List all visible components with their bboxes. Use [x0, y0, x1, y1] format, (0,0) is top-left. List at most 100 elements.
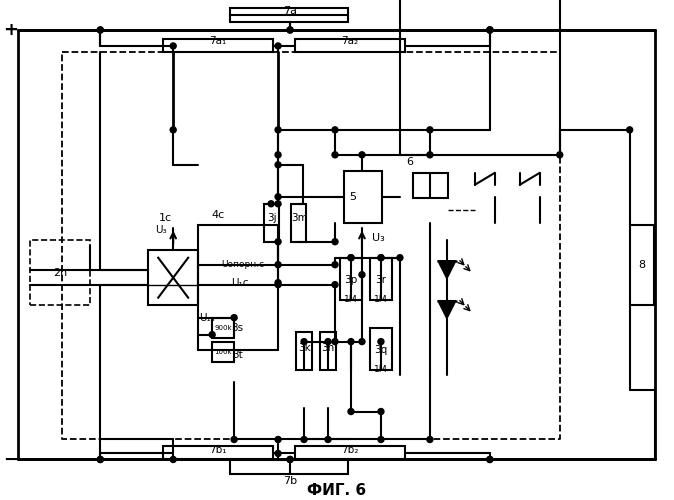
Circle shape — [332, 127, 338, 133]
Text: 1M: 1M — [374, 365, 388, 374]
Circle shape — [97, 27, 103, 33]
Text: 2h: 2h — [53, 268, 67, 278]
Circle shape — [332, 282, 338, 288]
Circle shape — [275, 450, 281, 456]
Text: 3k: 3k — [298, 342, 311, 352]
Polygon shape — [438, 300, 456, 318]
Circle shape — [359, 338, 365, 344]
Circle shape — [487, 27, 493, 33]
Circle shape — [378, 254, 384, 260]
Text: 4c: 4c — [212, 210, 224, 220]
Bar — [212, 318, 234, 338]
Circle shape — [332, 338, 338, 344]
Text: 3t: 3t — [232, 350, 243, 360]
Circle shape — [275, 194, 281, 200]
Text: 1c: 1c — [158, 213, 172, 223]
Circle shape — [301, 338, 307, 344]
Circle shape — [287, 27, 293, 33]
Bar — [296, 332, 312, 370]
Circle shape — [97, 27, 103, 33]
Circle shape — [268, 201, 274, 207]
Bar — [295, 39, 405, 52]
Circle shape — [378, 436, 384, 442]
Text: −: − — [3, 450, 18, 468]
Text: 7a₂: 7a₂ — [342, 36, 359, 46]
Text: 3n: 3n — [321, 342, 334, 352]
Text: 7b₁: 7b₁ — [210, 446, 227, 456]
Bar — [212, 342, 234, 361]
Text: 900k: 900k — [214, 324, 232, 330]
Circle shape — [557, 152, 563, 158]
Circle shape — [171, 43, 176, 49]
Circle shape — [359, 272, 365, 278]
Bar — [630, 224, 654, 304]
Circle shape — [427, 152, 433, 158]
Circle shape — [275, 436, 281, 442]
Circle shape — [171, 456, 176, 462]
Circle shape — [487, 27, 493, 33]
Bar — [30, 240, 90, 304]
Text: 3m: 3m — [290, 213, 307, 223]
Bar — [340, 258, 362, 300]
Text: 7b₂: 7b₂ — [341, 446, 359, 456]
Circle shape — [301, 436, 307, 442]
Bar — [230, 460, 348, 474]
Circle shape — [275, 238, 281, 244]
Bar — [370, 258, 392, 300]
Text: 6: 6 — [406, 157, 413, 167]
Text: 7a₁: 7a₁ — [210, 36, 226, 46]
Bar — [264, 204, 279, 242]
Text: 8: 8 — [638, 260, 645, 270]
Circle shape — [97, 456, 103, 462]
Text: U₃: U₃ — [156, 224, 167, 234]
Text: 1M: 1M — [344, 295, 358, 304]
Circle shape — [332, 262, 338, 268]
Circle shape — [171, 127, 176, 133]
Text: 3q: 3q — [374, 344, 388, 354]
Circle shape — [231, 314, 237, 320]
Circle shape — [487, 456, 493, 462]
Circle shape — [427, 127, 433, 133]
Text: 1M: 1M — [374, 295, 388, 304]
Circle shape — [275, 282, 281, 288]
Bar — [163, 446, 273, 460]
Circle shape — [325, 436, 331, 442]
Circle shape — [332, 238, 338, 244]
Circle shape — [487, 27, 493, 33]
Text: U₃: U₃ — [372, 232, 385, 242]
Circle shape — [348, 254, 354, 260]
Circle shape — [348, 338, 354, 344]
Text: 5: 5 — [350, 192, 357, 202]
Text: 7b: 7b — [283, 476, 297, 486]
Circle shape — [275, 43, 281, 49]
Text: 7a: 7a — [283, 6, 297, 16]
Circle shape — [209, 332, 215, 338]
Circle shape — [359, 152, 365, 158]
Bar — [198, 224, 278, 350]
Circle shape — [332, 152, 338, 158]
Circle shape — [397, 254, 403, 260]
Circle shape — [427, 436, 433, 442]
Circle shape — [287, 456, 293, 462]
Circle shape — [275, 162, 281, 168]
Circle shape — [275, 127, 281, 133]
Bar — [320, 332, 336, 370]
Circle shape — [325, 338, 331, 344]
Bar — [295, 446, 405, 460]
Circle shape — [348, 408, 354, 414]
Bar — [163, 39, 273, 52]
Bar — [413, 173, 448, 198]
Text: U₁c: U₁c — [231, 278, 249, 287]
Text: 3r: 3r — [375, 274, 386, 284]
Circle shape — [287, 456, 293, 462]
Text: ФИГ. 6: ФИГ. 6 — [307, 483, 367, 498]
Text: 3p: 3p — [344, 274, 358, 284]
Circle shape — [231, 436, 237, 442]
Text: +: + — [3, 21, 18, 39]
Circle shape — [627, 127, 633, 133]
Circle shape — [348, 254, 354, 260]
Circle shape — [275, 152, 281, 158]
Bar — [291, 204, 306, 242]
Text: 100k: 100k — [214, 348, 232, 354]
Circle shape — [97, 456, 103, 462]
